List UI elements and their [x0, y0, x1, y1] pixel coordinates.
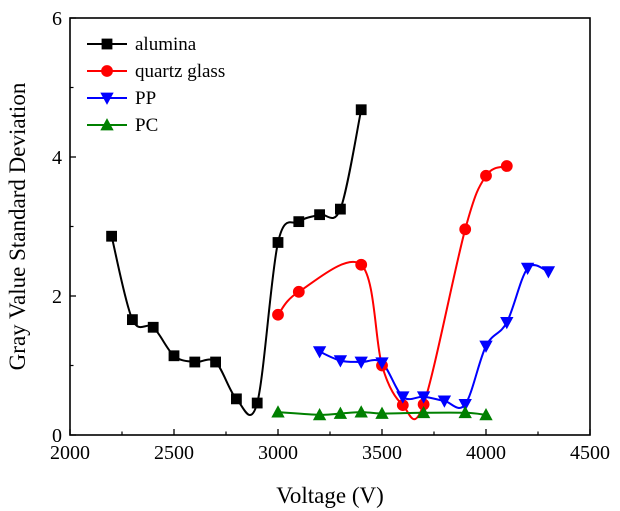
legend-label-pc: PC — [135, 115, 158, 136]
legend-marker-pc — [100, 118, 114, 131]
legend-item-quartz-glass: quartz glass — [87, 61, 225, 82]
series-line-alumina — [110, 109, 363, 416]
data-point-pp — [416, 391, 431, 404]
y-tick-label: 2 — [52, 286, 62, 308]
data-point-alumina — [210, 356, 222, 368]
data-point-pc — [416, 405, 431, 419]
data-point-pc — [479, 408, 493, 421]
x-tick-label: 2000 — [50, 442, 90, 464]
x-tick-label: 4500 — [570, 442, 610, 464]
data-point-quartz-glass — [292, 285, 305, 298]
data-point-pp — [396, 391, 410, 404]
x-tick-label: 2500 — [154, 442, 194, 464]
legend: alumina quartz glass PP PC — [87, 34, 225, 136]
legend-label-quartz-glass: quartz glass — [135, 61, 225, 82]
legend-marker-quartz-glass — [101, 65, 113, 77]
data-point-pc — [375, 406, 389, 419]
data-point-pp — [354, 356, 368, 369]
data-point-pp — [312, 346, 327, 359]
data-point-pp — [500, 317, 514, 330]
legend-item-alumina: alumina — [87, 34, 197, 55]
series-line-pp — [319, 264, 549, 409]
data-point-pp — [541, 266, 556, 279]
data-point-pc — [333, 406, 348, 419]
data-point-quartz-glass — [480, 169, 492, 182]
data-point-pc — [312, 408, 327, 421]
x-tick-label: 3000 — [258, 442, 298, 464]
data-point-alumina — [293, 216, 305, 228]
data-point-quartz-glass — [272, 308, 284, 321]
series-markers — [106, 104, 556, 421]
legend-item-pp: PP — [87, 88, 156, 109]
data-point-pc — [271, 405, 285, 418]
data-point-pp — [520, 262, 535, 276]
data-point-alumina — [314, 209, 326, 221]
y-tick-label: 6 — [52, 8, 62, 30]
legend-label-alumina: alumina — [135, 34, 197, 55]
data-point-pc — [354, 405, 368, 418]
x-axis-label: Voltage (V) — [276, 483, 384, 508]
data-point-alumina — [189, 356, 201, 368]
series-curves — [110, 109, 549, 421]
data-point-pp — [479, 340, 493, 353]
y-tick-label: 4 — [52, 147, 62, 169]
legend-marker-alumina — [101, 38, 113, 50]
y-axis: 0 2 4 6 — [52, 8, 76, 447]
data-point-pp — [437, 395, 452, 408]
data-point-alumina — [251, 397, 263, 409]
data-point-alumina — [230, 393, 242, 405]
y-tick-label: 0 — [52, 425, 62, 447]
x-tick-label: 4000 — [466, 442, 506, 464]
data-point-alumina — [355, 104, 367, 116]
data-point-alumina — [106, 230, 117, 242]
data-point-pp — [333, 355, 348, 368]
data-point-quartz-glass — [459, 223, 472, 236]
x-axis: 2000 2500 3000 3500 4000 4500 — [50, 429, 610, 464]
data-point-pp — [458, 399, 472, 412]
data-point-alumina — [334, 203, 346, 215]
y-axis-label: Gray Value Standard Deviation — [5, 82, 30, 370]
x-tick-label: 3500 — [362, 442, 402, 464]
data-point-alumina — [127, 314, 138, 326]
data-point-alumina — [272, 237, 284, 248]
data-point-pc — [458, 405, 472, 419]
legend-label-pp: PP — [135, 88, 156, 109]
data-point-alumina — [168, 350, 180, 362]
legend-marker-pp — [100, 92, 114, 105]
data-point-quartz-glass — [500, 160, 513, 172]
legend-item-pc: PC — [87, 115, 158, 136]
data-point-pp — [375, 357, 389, 370]
data-point-quartz-glass — [355, 258, 368, 271]
data-point-alumina — [147, 321, 159, 333]
